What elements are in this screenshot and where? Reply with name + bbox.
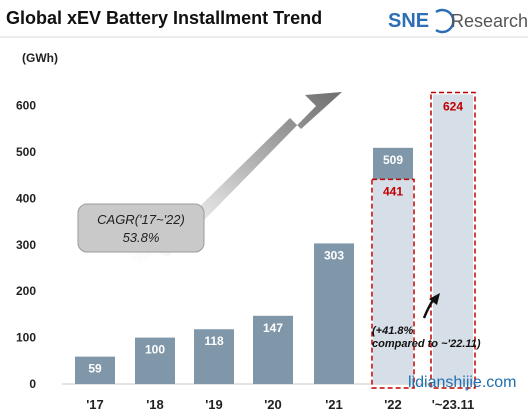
highlight-dashed-box <box>371 178 415 389</box>
x-tick-label: '19 <box>205 397 223 412</box>
logo-swoosh-icon <box>435 8 455 34</box>
cagr-label: CAGR('17~'22) <box>97 212 185 227</box>
bar-3 <box>253 315 293 384</box>
y-tick-label: 200 <box>16 284 36 298</box>
chart-title: Global xEV Battery Installment Trend <box>6 8 322 28</box>
watermark: lidianshijie.com <box>408 374 517 391</box>
cagr-value: 53.8% <box>123 230 160 245</box>
x-tick-label: '17 <box>86 397 104 412</box>
bar-2 <box>194 329 234 384</box>
bar-value-label: 147 <box>263 321 283 335</box>
bar-6 <box>433 94 473 385</box>
bar-value-label: 118 <box>204 334 224 348</box>
x-tick-label: '~23.11 <box>432 397 475 412</box>
y-tick-label: 400 <box>16 191 36 205</box>
bar-value-label: 624 <box>443 99 463 113</box>
bar-0 <box>75 356 115 384</box>
y-tick-label: 0 <box>29 377 36 391</box>
bar-value-label: 59 <box>88 362 102 376</box>
bar-1 <box>135 337 175 384</box>
bars-layer: 59 100 118 147 303 441 509 624 <box>75 91 476 389</box>
cagr-callout: CAGR('17~'22) 53.8% <box>77 203 205 253</box>
logo-research-text: Research <box>451 11 528 31</box>
growth-note: (+41.8% compared to ~'22.11) <box>372 325 481 350</box>
x-tick-label: '18 <box>146 397 164 412</box>
x-tick-label: '21 <box>325 397 343 412</box>
y-tick-label: 600 <box>16 99 36 113</box>
highlight-bar <box>373 179 413 384</box>
growth-note-line2: compared to ~'22.11) <box>372 338 481 350</box>
x-tick-label: '20 <box>264 397 282 412</box>
y-tick-label: 500 <box>16 145 36 159</box>
sne-research-logo: SNE Research <box>388 8 528 34</box>
y-tick-label: 300 <box>16 238 36 252</box>
highlight-value-label: 441 <box>383 184 403 198</box>
growth-arrow-icon <box>112 92 342 265</box>
cagr-box <box>77 203 205 253</box>
y-unit-label: (GWh) <box>22 51 58 65</box>
logo-sne-text: SNE <box>388 10 429 32</box>
bar-4 <box>314 243 354 384</box>
y-tick-label: 100 <box>16 331 36 345</box>
x-tick-label: '22 <box>384 397 402 412</box>
bar-value-label: 303 <box>324 248 344 262</box>
bar-value-label: 100 <box>145 343 165 357</box>
axis-layer: 0 100 200 300 400 500 600 '17 '18 '19 '20 '21 '22 '~2… <box>16 99 478 412</box>
note-arrowhead-icon <box>429 293 440 305</box>
projected-dashed-box <box>430 91 476 389</box>
growth-note-line1: (+41.8% <box>372 325 413 337</box>
bar-value-label: 509 <box>383 153 403 167</box>
